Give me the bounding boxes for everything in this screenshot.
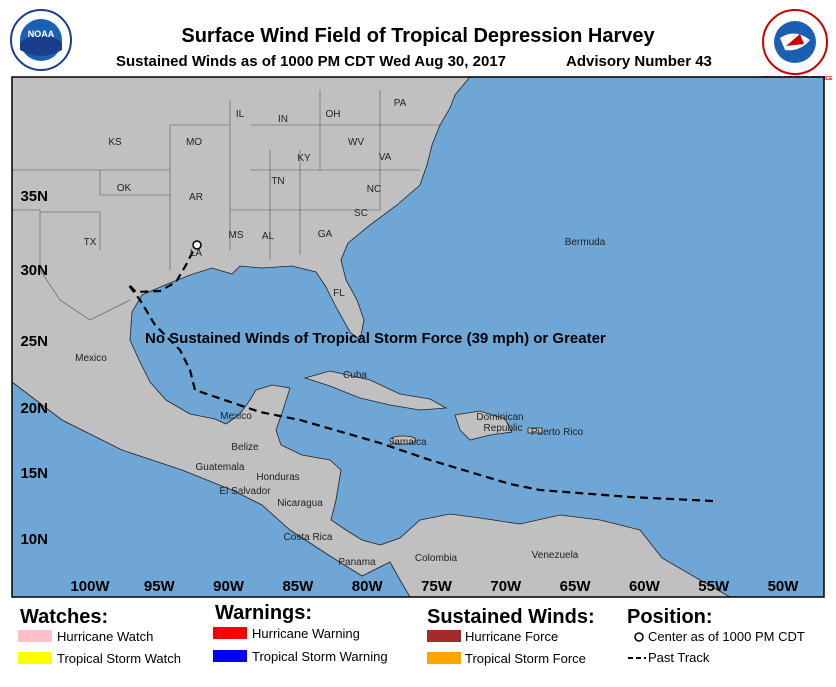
cuba	[303, 370, 448, 411]
title: Surface Wind Field of Tropical Depressio…	[181, 25, 655, 47]
swatch	[427, 652, 461, 664]
place-label: IL	[236, 109, 245, 120]
notice: No Sustained Winds of Tropical Storm For…	[145, 330, 606, 347]
subtitle: Sustained Winds as of 1000 PM CDT Wed Au…	[116, 53, 506, 70]
lon-label: 65W	[560, 578, 592, 595]
lon-label: 95W	[144, 578, 176, 595]
place-label: Costa Rica	[284, 532, 333, 543]
legend-symbol	[634, 632, 644, 642]
place-label: TX	[84, 237, 97, 248]
place-label: Dominican	[476, 412, 523, 423]
legend-heading: Warnings:	[215, 602, 312, 624]
swatch	[213, 650, 247, 662]
legend-heading: Watches:	[20, 606, 108, 628]
advisory: Advisory Number 43	[566, 53, 712, 70]
place-label: AR	[189, 192, 203, 203]
place-label: Mexico	[75, 353, 107, 364]
place-label: PA	[394, 98, 407, 109]
state-borders	[12, 90, 440, 321]
place-label: AL	[262, 231, 275, 242]
legend-item: Tropical Storm Warning	[252, 649, 388, 664]
legend-item: Tropical Storm Force	[465, 651, 586, 666]
puerto-rico	[527, 427, 543, 434]
place-label: SC	[354, 208, 368, 219]
lat-label: 10N	[20, 531, 48, 548]
legend-heading: Sustained Winds:	[427, 606, 595, 628]
lon-label: 55W	[698, 578, 730, 595]
place-label: MS	[229, 230, 244, 241]
place-label: El Salvador	[219, 486, 271, 497]
place-label: NC	[367, 184, 381, 195]
lat-label: 25N	[20, 333, 48, 350]
lon-label: 50W	[768, 578, 800, 595]
legend-heading: Position:	[627, 606, 713, 628]
legend-item: Tropical Storm Watch	[57, 651, 181, 666]
place-label: Guatemala	[196, 462, 245, 473]
place-label: KS	[108, 137, 122, 148]
place-label: Colombia	[415, 553, 458, 564]
map-frame	[11, 76, 825, 598]
place-label: KY	[297, 153, 311, 164]
place-label: Cuba	[343, 370, 367, 381]
place-label: Puerto Rico	[531, 427, 584, 438]
place-label: Jamaica	[389, 437, 427, 448]
place-label: OH	[326, 109, 341, 120]
lon-label: 70W	[490, 578, 522, 595]
place-label: LA	[190, 248, 203, 259]
lon-labels: 100W 95W 90W 85W 80W 75W 70W 65W 60W 55W 50W	[70, 578, 799, 595]
nws-logo: NATIONAL WEATHER SERVICE	[758, 9, 833, 82]
place-label: GA	[318, 229, 333, 240]
place-label: WV	[348, 137, 364, 148]
lon-label: 85W	[282, 578, 314, 595]
swatch	[18, 630, 52, 642]
lat-label: 30N	[20, 262, 48, 279]
noaa-text: NOAA	[28, 29, 55, 39]
lat-label: 35N	[20, 188, 48, 205]
place-label: OK	[117, 183, 132, 194]
place-label: Honduras	[256, 472, 299, 483]
legend-item: Hurricane Warning	[252, 626, 360, 641]
place-label: VA	[379, 152, 392, 163]
legend-item: Past Track	[648, 650, 710, 665]
place-label: Belize	[231, 442, 259, 453]
center-position	[192, 240, 202, 250]
lon-label: 100W	[70, 578, 110, 595]
hispaniola	[454, 410, 513, 441]
swatch	[18, 652, 52, 664]
lon-label: 80W	[352, 578, 384, 595]
place-label: Republic	[484, 423, 523, 434]
lon-label: 60W	[629, 578, 661, 595]
place-label: Mexico	[220, 411, 252, 422]
legend-item: Hurricane Force	[465, 629, 558, 644]
past-track	[127, 244, 714, 503]
place-label: Bermuda	[565, 237, 606, 248]
lat-labels: 35N 30N 25N 20N 15N 10N	[20, 188, 48, 548]
place-labels: KS MO IL IN OH PA WV VA KY TN NC OK AR SC MS AL GA TX LA FL…	[75, 98, 606, 568]
lon-label: 90W	[213, 578, 245, 595]
place-label: Venezuela	[532, 550, 579, 561]
place-label: IN	[278, 114, 288, 125]
place-label: Panama	[338, 557, 376, 568]
place-label: MO	[186, 137, 202, 148]
jamaica	[389, 435, 417, 445]
swatch	[427, 630, 461, 642]
legend-item: Hurricane Watch	[57, 629, 153, 644]
swatch	[213, 627, 247, 639]
place-label: TN	[271, 176, 284, 187]
lat-label: 20N	[20, 400, 48, 417]
place-label: Nicaragua	[277, 498, 323, 509]
lon-label: 75W	[421, 578, 453, 595]
noaa-logo: NOAA	[10, 9, 72, 71]
place-label: FL	[333, 288, 345, 299]
lat-label: 15N	[20, 465, 48, 482]
legend-item: Center as of 1000 PM CDT	[648, 629, 805, 644]
